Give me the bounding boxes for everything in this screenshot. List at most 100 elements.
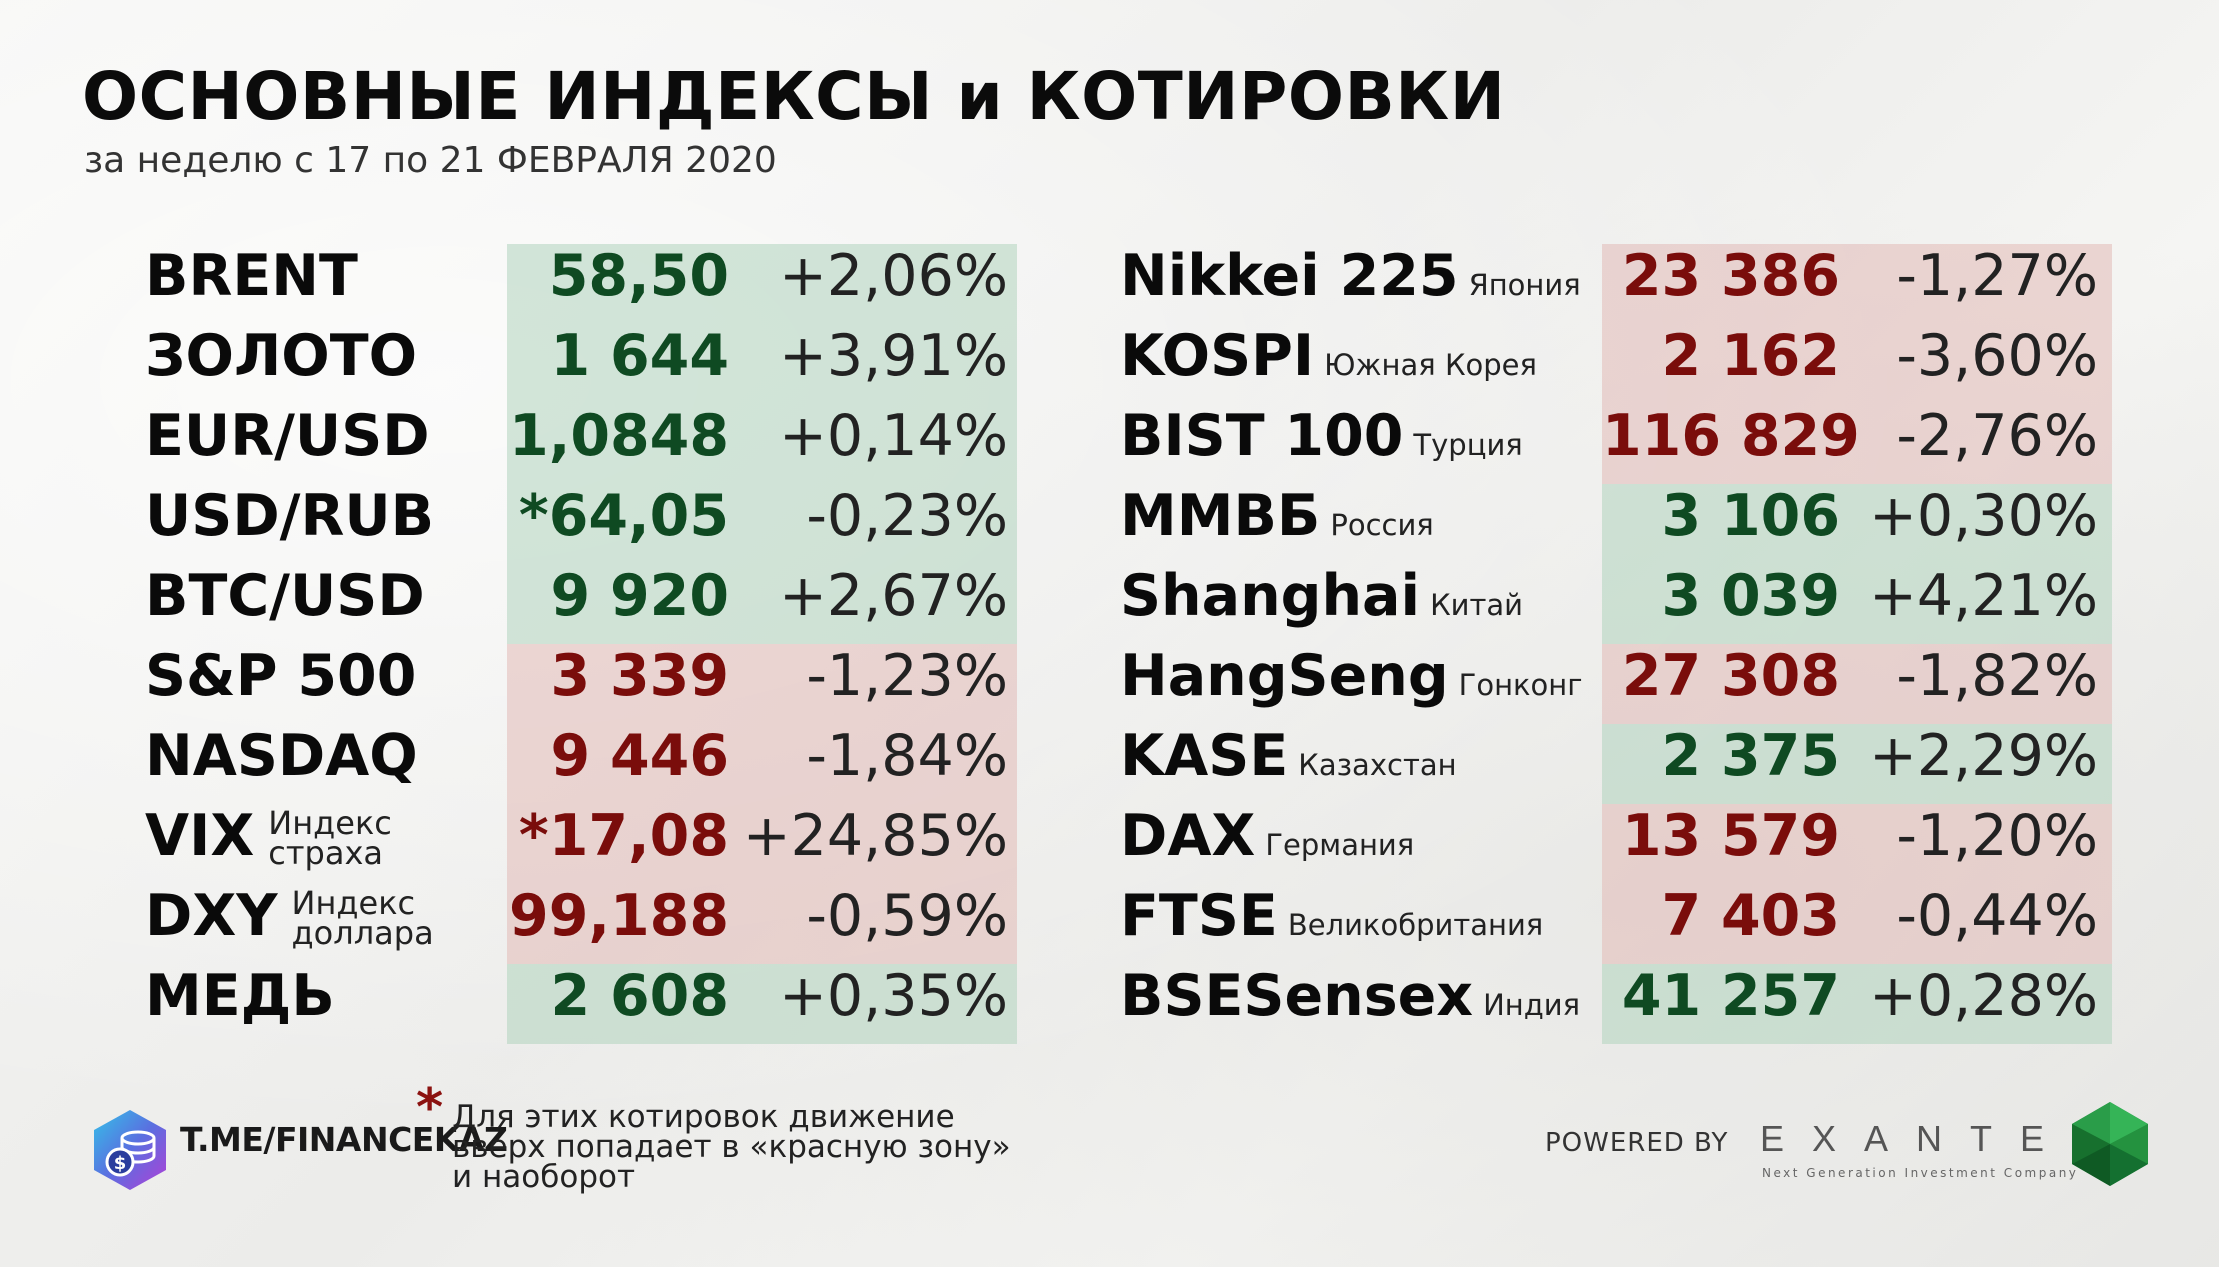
instrument-label: KOSPI	[1120, 323, 1315, 389]
svg-text:$: $	[114, 1153, 127, 1174]
instrument-name: NASDAQ	[145, 716, 418, 796]
instrument-name: FTSE Великобритания	[1120, 876, 1543, 956]
instrument-label: VIX	[145, 803, 255, 869]
country-label: Россия	[1330, 508, 1434, 542]
page-title: ОСНОВНЫЕ ИНДЕКСЫ и КОТИРОВКИ	[82, 58, 1506, 135]
quote-row: BTC/USD 9 920 +2,67%	[0, 556, 2219, 636]
quote-row: ЗОЛОТО 1 644 +3,91%	[0, 316, 2219, 396]
instrument-label: NASDAQ	[145, 723, 418, 789]
quote-row: FTSE Великобритания 7 403 -0,44%	[0, 876, 2219, 956]
quote-value: 2 162	[1661, 323, 1841, 389]
instrument-description: Индекс доллара	[291, 876, 434, 952]
quote-row: NASDAQ 9 446 -1,84%	[0, 716, 2219, 796]
instrument-name: Shanghai Китай	[1120, 556, 1523, 636]
country-label: Индия	[1483, 988, 1581, 1022]
instrument-name: BSESensex Индия	[1120, 956, 1580, 1036]
quote-change: +2,67%	[779, 563, 1008, 629]
quote-row: BIST 100 Турция 116 829 -2,76%	[0, 396, 2219, 476]
quote-change: -3,60%	[1896, 323, 2098, 389]
instrument-name: KASE Казахстан	[1120, 716, 1457, 796]
quote-value: 3 039	[1661, 563, 1841, 629]
quote-row: МЕДЬ 2 608 +0,35%	[0, 956, 2219, 1036]
instrument-name: BRENT	[145, 236, 358, 316]
quote-value: 2 375	[1661, 723, 1841, 789]
instrument-label: BRENT	[145, 243, 358, 309]
description-line: Индекс	[291, 884, 416, 922]
instrument-label: USD/RUB	[145, 483, 435, 549]
instrument-label: HangSeng	[1120, 643, 1449, 709]
green-zone-band	[507, 964, 1017, 1044]
green-gem-icon	[2070, 1100, 2150, 1192]
instrument-label: BIST 100	[1120, 403, 1404, 469]
red-zone-band	[1602, 804, 2112, 964]
coins-hexagon-icon: $	[88, 1108, 172, 1196]
instrument-name: VIX Индекс страха	[145, 796, 392, 876]
quote-value: 41 257	[1621, 963, 1840, 1029]
quote-value: 2 608	[550, 963, 730, 1029]
quote-value: 58,50	[548, 243, 729, 309]
quote-change: +0,28%	[1869, 963, 2098, 1029]
quote-change: -0,59%	[806, 883, 1008, 949]
powered-by-label: POWERED BY	[1545, 1128, 1729, 1158]
quote-value: 9 446	[550, 723, 730, 789]
green-zone-band	[1602, 484, 2112, 644]
red-zone-band	[1602, 644, 2112, 724]
quote-change: +3,91%	[779, 323, 1008, 389]
red-zone-band	[1602, 244, 2112, 484]
description-line: доллара	[291, 914, 434, 952]
quote-change: +0,14%	[779, 403, 1008, 469]
quote-change: -2,76%	[1896, 403, 2098, 469]
instrument-name: BIST 100 Турция	[1120, 396, 1523, 476]
instrument-label: Nikkei 225	[1120, 243, 1459, 309]
quote-value: *64,05	[518, 483, 729, 549]
red-zone-band	[507, 644, 1017, 964]
quote-change: +0,30%	[1869, 483, 2098, 549]
quote-row: S&P 500 3 339 -1,23%	[0, 636, 2219, 716]
instrument-name: EUR/USD	[145, 396, 430, 476]
country-label: Китай	[1430, 588, 1524, 622]
quote-change: -1,23%	[806, 643, 1008, 709]
quote-row: ММВБ Россия 3 106 +0,30%	[0, 476, 2219, 556]
instrument-label: DXY	[145, 883, 278, 949]
instrument-name: USD/RUB	[145, 476, 434, 556]
page-subtitle: за неделю с 17 по 21 ФЕВРАЛЯ 2020	[84, 140, 777, 181]
instrument-label: DAX	[1120, 803, 1256, 869]
country-label: Казахстан	[1298, 748, 1457, 782]
channel-link[interactable]: T.ME/FINANCEKAZ	[180, 1120, 508, 1159]
quote-change: -1,82%	[1896, 643, 2098, 709]
instrument-name: HangSeng Гонконг	[1120, 636, 1583, 716]
quote-change: +0,35%	[779, 963, 1008, 1029]
quote-change: +2,29%	[1869, 723, 2098, 789]
quote-row: KASE Казахстан 2 375 +2,29%	[0, 716, 2219, 796]
country-label: Турция	[1413, 428, 1523, 462]
quote-row: KOSPI Южная Корея 2 162 -3,60%	[0, 316, 2219, 396]
quote-change: +24,85%	[742, 803, 1008, 869]
country-label: Южная Корея	[1324, 348, 1537, 382]
quote-change: -1,27%	[1896, 243, 2098, 309]
instrument-label: S&P 500	[145, 643, 417, 709]
instrument-label: BSESensex	[1120, 963, 1474, 1029]
instrument-label: МЕДЬ	[145, 963, 335, 1029]
brand-tagline: Next Generation Investment Company	[1762, 1166, 2079, 1180]
quote-value: 3 106	[1661, 483, 1841, 549]
description-line: Индекс	[268, 804, 392, 842]
instrument-label: ЗОЛОТО	[145, 323, 418, 389]
green-zone-band	[1602, 724, 2112, 804]
quote-change: -0,23%	[806, 483, 1008, 549]
green-zone-band	[1602, 964, 2112, 1044]
country-label: Япония	[1468, 268, 1581, 302]
instrument-name: DXY Индекс доллара	[145, 876, 434, 956]
quote-row: EUR/USD 1,0848 +0,14%	[0, 396, 2219, 476]
quote-value: 9 920	[550, 563, 730, 629]
quote-value: 116 829	[1602, 403, 1860, 469]
quote-value: 1 644	[550, 323, 730, 389]
instrument-label: FTSE	[1120, 883, 1278, 949]
green-zone-band	[507, 244, 1017, 644]
quote-value: 3 339	[550, 643, 730, 709]
quote-change: -0,44%	[1896, 883, 2098, 949]
quote-row: VIX Индекс страха *17,08 +24,85%	[0, 796, 2219, 876]
country-label: Великобритания	[1287, 908, 1544, 942]
instrument-label: BTC/USD	[145, 563, 425, 629]
quote-row: BRENT 58,50 +2,06%	[0, 236, 2219, 316]
country-label: Гонконг	[1458, 668, 1583, 702]
